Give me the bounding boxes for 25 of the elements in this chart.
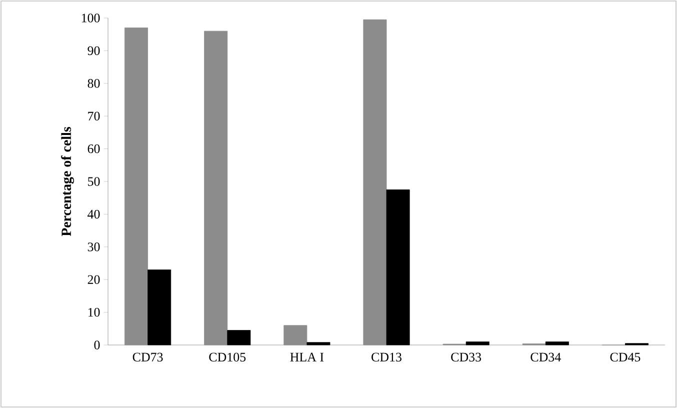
y-tick-label: 70 (88, 112, 100, 120)
y-tick-label: 20 (88, 275, 100, 284)
x-tick-label: CD34 (530, 352, 561, 362)
bar (227, 330, 251, 346)
x-tick-label: CD73 (132, 352, 163, 362)
bar (306, 342, 330, 346)
x-tick-label: CD105 (209, 352, 246, 362)
y-tick-label: 100 (82, 14, 100, 22)
y-tick-label: 30 (88, 242, 100, 252)
y-tick-label: 50 (88, 177, 100, 186)
x-tick-label: HLA I (290, 352, 324, 362)
x-tick-label: CD45 (610, 352, 640, 362)
x-tick-label: CD33 (451, 352, 482, 362)
y-tick-label: 80 (88, 79, 100, 88)
bar (386, 189, 410, 346)
y-tick-label: 0 (94, 340, 100, 350)
bar (466, 342, 490, 346)
y-tick-label: 60 (88, 144, 100, 154)
y-tick-label: 40 (88, 210, 100, 219)
x-tick-label: CD13 (372, 352, 402, 362)
bar (148, 270, 172, 346)
y-tick-label: 10 (88, 308, 100, 317)
bar (545, 342, 569, 346)
y-tick-label: 90 (88, 46, 100, 56)
y-axis-title: Percentage of cells (61, 126, 74, 236)
